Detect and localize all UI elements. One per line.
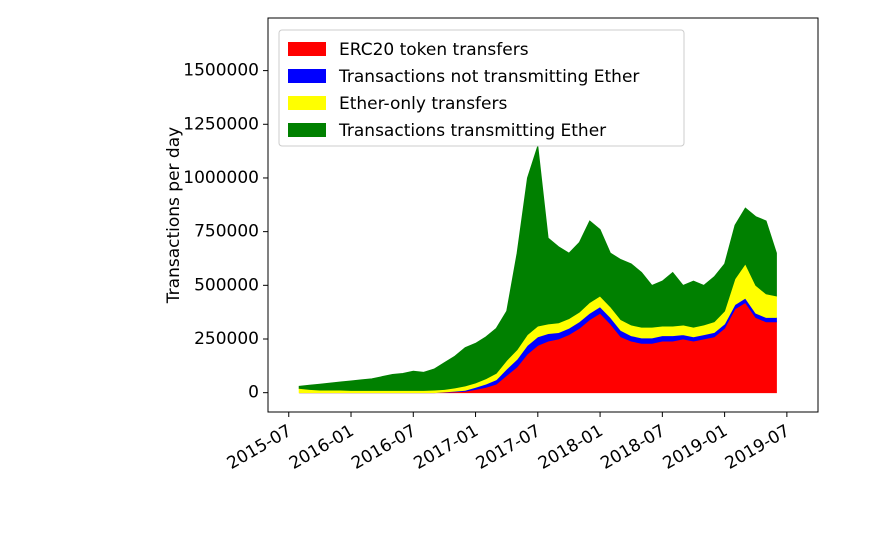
y-tick-label: 250000	[194, 329, 259, 349]
x-tick-label: 2017-07	[473, 421, 545, 474]
legend-label: ERC20 token transfers	[339, 40, 529, 60]
legend-swatch	[288, 69, 326, 83]
x-tick-label: 2017-01	[411, 421, 483, 474]
y-tick-label: 1000000	[183, 168, 259, 188]
y-axis-label: Transactions per day	[164, 127, 184, 304]
x-tick-label: 2016-07	[348, 421, 420, 474]
y-tick-label: 750000	[194, 222, 259, 242]
legend-swatch	[288, 123, 326, 137]
y-tick-label: 0	[248, 383, 259, 403]
legend-label: Transactions transmitting Ether	[338, 121, 606, 141]
x-tick-label: 2018-07	[597, 421, 669, 474]
x-tick-label: 2015-07	[224, 421, 296, 474]
legend: ERC20 token transfers Transactions not tr…	[278, 29, 685, 147]
legend-swatch	[288, 42, 326, 56]
legend-label: Ether-only transfers	[339, 94, 507, 114]
y-tick-label: 1250000	[183, 114, 259, 134]
y-tick-label: 1500000	[183, 61, 259, 81]
x-tick-label: 2018-01	[535, 421, 607, 474]
y-tick-label: 500000	[194, 275, 259, 295]
x-tick-label: 2019-07	[722, 421, 794, 474]
legend-label: Transactions not transmitting Ether	[338, 67, 639, 87]
legend-box	[278, 29, 685, 147]
legend-swatch	[288, 96, 326, 110]
area	[298, 145, 777, 391]
plot-frame	[267, 17, 819, 413]
x-tick-label: 2019-01	[660, 421, 732, 474]
x-tick-label: 2016-01	[286, 421, 358, 474]
